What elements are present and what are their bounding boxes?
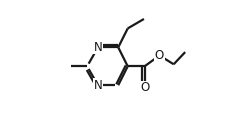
Text: O: O bbox=[155, 49, 164, 62]
Text: N: N bbox=[94, 79, 102, 92]
Text: N: N bbox=[94, 41, 102, 54]
Text: O: O bbox=[140, 81, 149, 94]
